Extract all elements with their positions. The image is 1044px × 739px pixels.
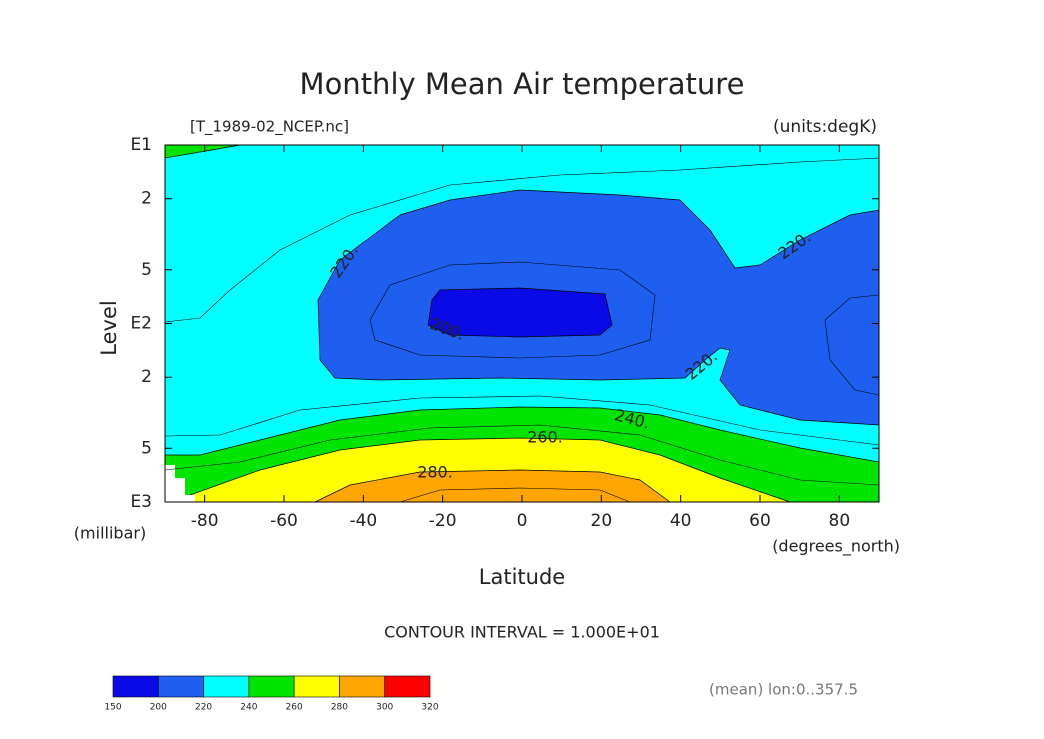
- y-tick-label: 2: [141, 189, 152, 209]
- region: [427, 287, 613, 338]
- x-tick-label: 60: [749, 511, 771, 531]
- contour-regions: [164, 144, 880, 503]
- colorbar-swatch: [203, 675, 250, 698]
- contour-label: 280.: [417, 463, 453, 482]
- colorbar-swatch: [384, 675, 431, 698]
- colorbar-label: 150: [104, 703, 121, 713]
- x-tick-label: -40: [349, 511, 377, 531]
- colorbar-swatch: [339, 675, 386, 698]
- y-tick-label: E3: [130, 492, 152, 512]
- x-axis-title: Latitude: [479, 565, 565, 589]
- x-tick-label: 40: [670, 511, 692, 531]
- colorbar: 150 200 220 240 260 280 300 320: [104, 675, 439, 713]
- chart-title: Monthly Mean Air temperature: [300, 67, 745, 101]
- x-tick-label: 0: [517, 511, 528, 531]
- x-tick-label: -60: [270, 511, 298, 531]
- contour-interval: CONTOUR INTERVAL = 1.000E+01: [384, 623, 660, 642]
- colorbar-label: 260: [286, 703, 303, 713]
- colorbar-swatch: [293, 675, 340, 698]
- contour-label: 260.: [527, 428, 563, 447]
- colorbar-swatch: [112, 675, 159, 698]
- region: [314, 469, 672, 503]
- y-tick-label: 2: [141, 367, 152, 387]
- y-tick-label: E2: [130, 314, 152, 334]
- contour-lines: [164, 157, 880, 503]
- colorbar-label: 300: [376, 703, 393, 713]
- colorbar-swatch: [157, 675, 204, 698]
- units-label: (units:degK): [773, 117, 877, 137]
- colorbar-label: 320: [421, 703, 438, 713]
- colorbar-swatch: [248, 675, 295, 698]
- x-tick-label: -20: [429, 511, 457, 531]
- x-units: (degrees_north): [772, 537, 900, 557]
- y-tick-label: E1: [130, 135, 152, 155]
- x-tick-label: 80: [829, 511, 851, 531]
- file-label: [T_1989-02_NCEP.nc]: [190, 118, 349, 137]
- ticks: -80 -60 -40 -20 0 20 40 60 80 E1 2 5 E2 2 5 E3: [130, 135, 879, 531]
- y-units: (millibar): [74, 524, 146, 543]
- footnote: (mean) lon:0..357.5: [709, 681, 858, 699]
- colorbar-label: 200: [150, 703, 167, 713]
- x-tick-label: 20: [591, 511, 613, 531]
- colorbar-label: 280: [331, 703, 348, 713]
- y-tick-label: 5: [141, 438, 152, 458]
- x-tick-label: -80: [191, 511, 219, 531]
- y-tick-label: 5: [141, 260, 152, 280]
- y-axis-title: Level: [97, 300, 121, 355]
- colorbar-label: 240: [240, 703, 257, 713]
- missing-area: [165, 465, 195, 502]
- colorbar-label: 220: [195, 703, 212, 713]
